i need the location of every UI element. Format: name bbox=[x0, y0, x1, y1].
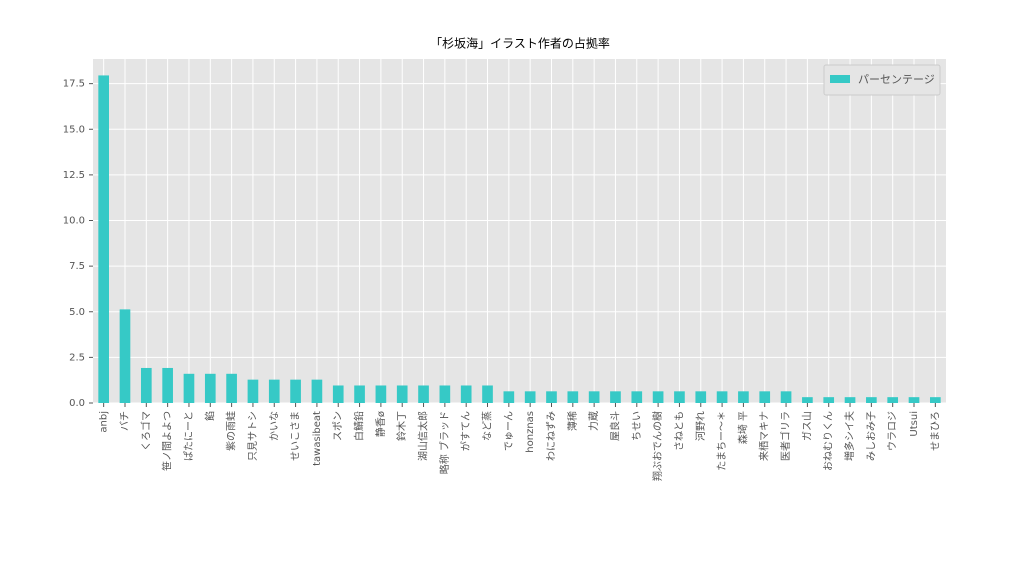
legend-box bbox=[823, 64, 941, 96]
bar bbox=[482, 385, 493, 403]
bar bbox=[204, 373, 216, 403]
bar bbox=[866, 397, 877, 403]
x-tick-label: 笹ノ間よよつ bbox=[161, 411, 174, 471]
bar bbox=[823, 397, 835, 403]
x-tick-label: せまひろ bbox=[929, 411, 941, 451]
x-tick-label: おねむりくん bbox=[823, 411, 835, 471]
x-tick-label: 湖山信太郎 bbox=[417, 411, 430, 461]
y-tick-label: 0.0 bbox=[69, 398, 85, 409]
x-tick-label: がすてん bbox=[459, 411, 472, 451]
bar bbox=[354, 385, 365, 403]
x-tick-label: 静香ø bbox=[374, 411, 387, 437]
y-tick-label: 5.0 bbox=[69, 307, 85, 318]
legend-swatch bbox=[830, 75, 850, 83]
x-tick-label: など蒸 bbox=[482, 411, 494, 441]
y-tick-label: 15.0 bbox=[63, 124, 85, 135]
bar bbox=[98, 75, 109, 403]
bar bbox=[247, 379, 259, 403]
bar bbox=[887, 397, 899, 403]
bar bbox=[503, 391, 515, 403]
x-tick-label: さねとも bbox=[673, 411, 685, 451]
x-tick-label: tawasibeat bbox=[312, 411, 323, 466]
x-tick-label: 略称 ブラッド bbox=[438, 411, 451, 474]
bar bbox=[524, 391, 536, 403]
bar bbox=[738, 391, 749, 403]
x-tick-label: 河野れ bbox=[695, 411, 707, 441]
x-tick-label: 増多シイ夫 bbox=[843, 411, 856, 461]
x-tick-label: 白鯖鉛 bbox=[353, 411, 366, 441]
bar bbox=[567, 391, 579, 403]
x-tick-label: anbj bbox=[99, 411, 110, 433]
x-tick-label: たまちー〜＊ bbox=[716, 411, 728, 471]
bar bbox=[290, 379, 301, 403]
y-tick-label: 10.0 bbox=[63, 216, 85, 227]
bar bbox=[802, 397, 813, 403]
x-tick-label: 餡 bbox=[203, 411, 216, 421]
x-tick-label: ウラロジ bbox=[887, 411, 899, 451]
bar bbox=[226, 373, 237, 403]
x-tick-label: くろゴマ bbox=[139, 411, 152, 451]
bar bbox=[588, 391, 600, 403]
x-tick-label: 薄稀 bbox=[566, 411, 579, 431]
x-tick-label: 只見サトシ bbox=[247, 411, 259, 461]
bar bbox=[930, 397, 941, 403]
x-tick-label: 森埼 平 bbox=[736, 411, 749, 444]
x-tick-label: 屋良斗 bbox=[608, 411, 621, 441]
plot-area bbox=[93, 59, 946, 403]
x-tick-label: バチ bbox=[119, 411, 131, 431]
x-tick-label: ぱたにーと bbox=[183, 411, 195, 461]
bar bbox=[631, 391, 643, 403]
bar bbox=[119, 309, 131, 403]
x-tick-label: honznas bbox=[525, 411, 536, 453]
x-tick-label: かいな bbox=[268, 411, 280, 441]
bar bbox=[546, 391, 557, 403]
x-tick-label: 来栖マキナ bbox=[758, 411, 771, 461]
bar bbox=[183, 373, 195, 403]
chart-title: 「杉坂海」イラスト作者の占拠率 bbox=[430, 36, 610, 51]
bar bbox=[375, 385, 387, 403]
x-tick-label: Utsui bbox=[909, 411, 920, 437]
x-tick-label: でゅーん bbox=[503, 411, 515, 451]
x-tick-label: 鈴木丁 bbox=[395, 411, 408, 441]
y-tick-label: 17.5 bbox=[63, 79, 85, 90]
bar bbox=[610, 391, 621, 403]
x-tick-label: 紫の雨蛙 bbox=[225, 411, 238, 451]
bar bbox=[332, 385, 344, 403]
legend-label: パーセンテージ bbox=[858, 73, 935, 86]
bar bbox=[439, 385, 451, 403]
x-tick-label: みしおみ子 bbox=[865, 411, 877, 461]
bar bbox=[716, 391, 728, 403]
bar bbox=[418, 385, 429, 403]
x-tick-label: ガス山 bbox=[801, 411, 813, 441]
bar bbox=[844, 397, 856, 403]
x-tick-label: 医者ゴリラ bbox=[779, 411, 792, 461]
y-tick-label: 7.5 bbox=[69, 261, 85, 272]
x-tick-label: わにねずみ bbox=[545, 411, 557, 461]
bar bbox=[460, 385, 472, 403]
bar bbox=[908, 397, 920, 403]
x-tick-label: スポン bbox=[332, 411, 344, 441]
y-tick-label: 2.5 bbox=[69, 352, 85, 363]
bar bbox=[759, 391, 771, 403]
bar bbox=[695, 391, 707, 403]
bar bbox=[140, 367, 152, 403]
bar bbox=[162, 367, 173, 403]
bar bbox=[311, 379, 323, 403]
bar bbox=[268, 379, 280, 403]
x-tick-label: ちせい bbox=[631, 411, 643, 441]
bar bbox=[674, 391, 685, 403]
bar bbox=[396, 385, 408, 403]
x-tick-label: 翔ぶおでんの樹 bbox=[651, 411, 664, 481]
bar bbox=[652, 391, 664, 403]
y-tick-label: 12.5 bbox=[63, 170, 85, 181]
bar bbox=[780, 391, 792, 403]
x-tick-label: せいこさま bbox=[290, 411, 302, 461]
x-tick-label: 力蔵 bbox=[587, 411, 600, 431]
